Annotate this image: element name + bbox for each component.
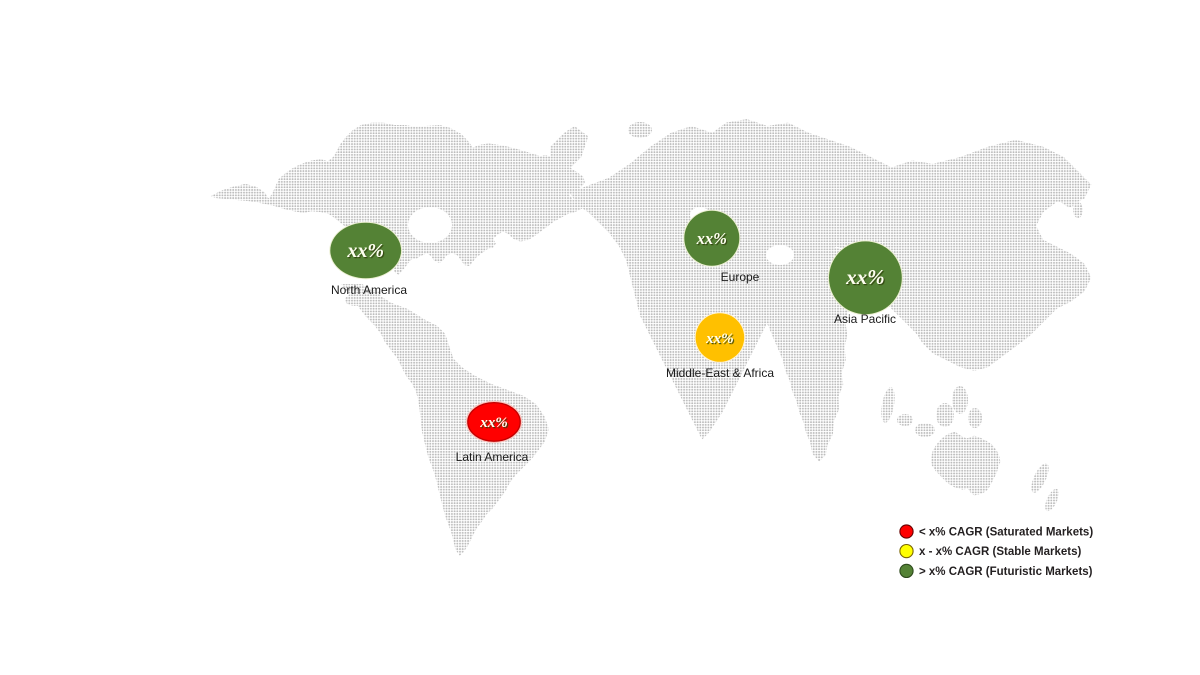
- svg-text:x - x% CAGR (Stable Markets): x - x% CAGR (Stable Markets): [919, 546, 1081, 558]
- svg-text:xx%: xx%: [696, 229, 727, 248]
- svg-text:Latin America: Latin America: [456, 450, 529, 464]
- svg-text:Europe: Europe: [721, 270, 760, 284]
- svg-text:Asia Pacific: Asia Pacific: [834, 312, 896, 326]
- svg-text:> x% CAGR (Futuristic Markets): > x% CAGR (Futuristic Markets): [919, 566, 1093, 578]
- svg-text:North America: North America: [331, 283, 407, 297]
- svg-text:xx%: xx%: [479, 415, 508, 431]
- svg-text:xx%: xx%: [705, 331, 734, 347]
- svg-text:Middle-East & Africa: Middle-East & Africa: [666, 366, 774, 380]
- svg-text:< x% CAGR (Saturated Markets): < x% CAGR (Saturated Markets): [919, 527, 1093, 539]
- svg-text:xx%: xx%: [346, 240, 384, 262]
- svg-text:xx%: xx%: [845, 265, 885, 289]
